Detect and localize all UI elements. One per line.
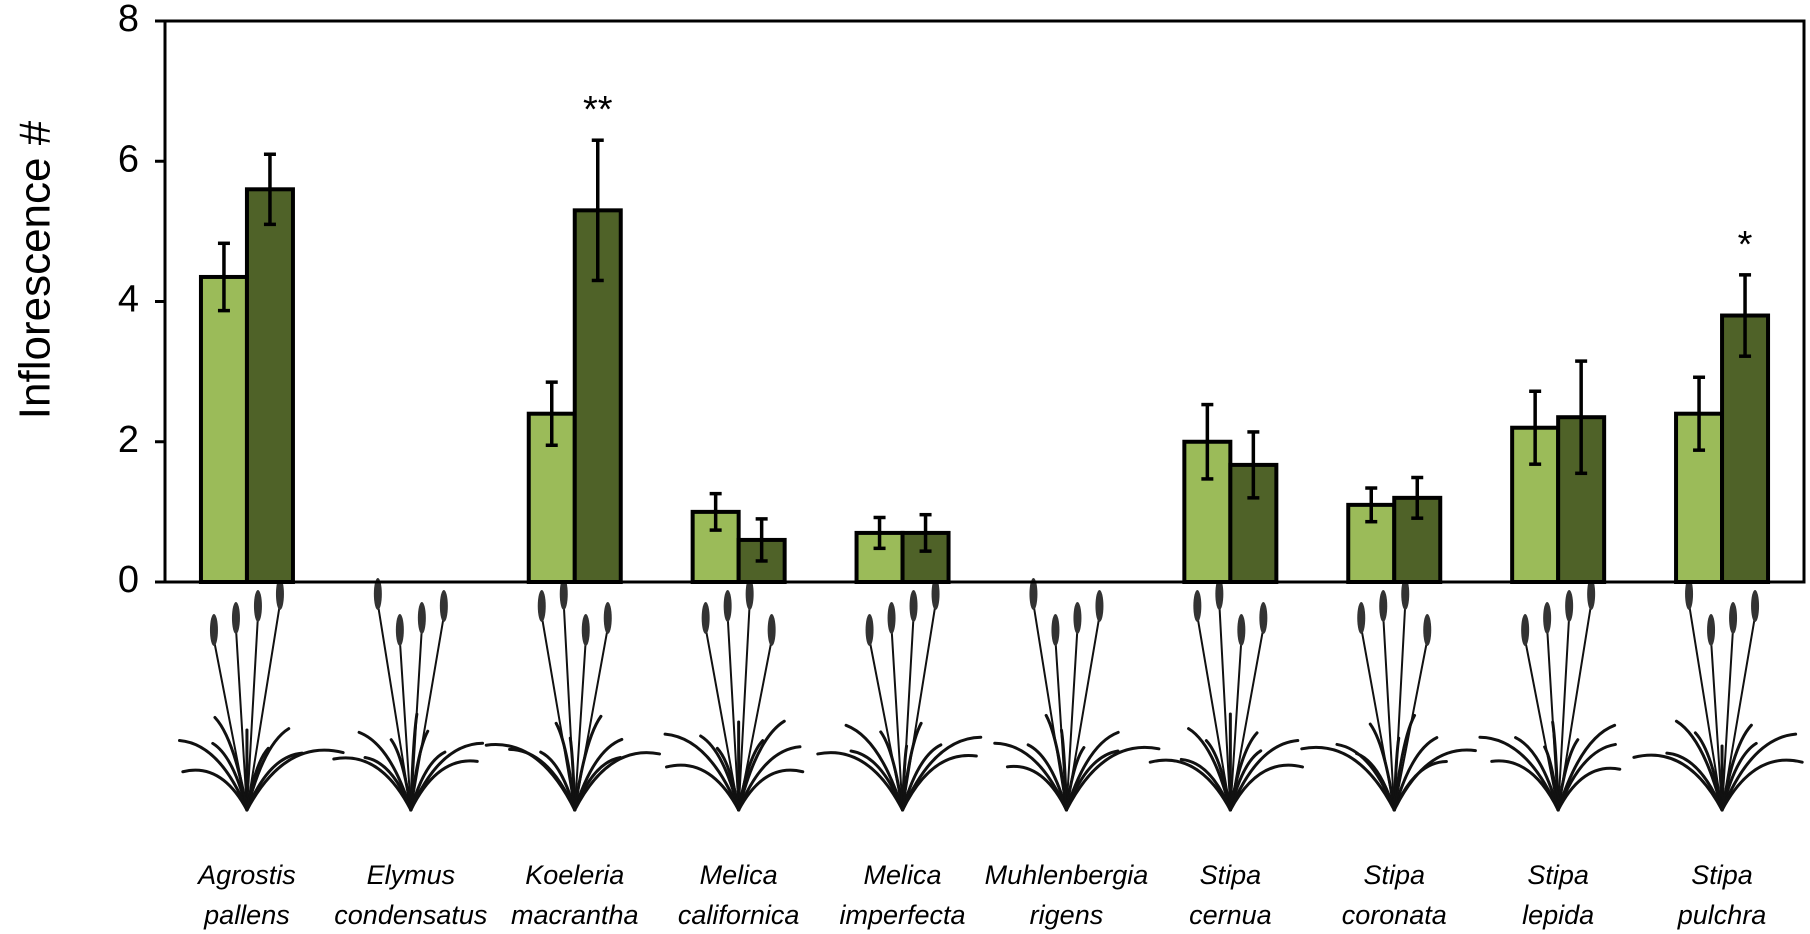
spike (1521, 614, 1529, 646)
spike (582, 614, 590, 646)
spike (604, 602, 612, 634)
spike (866, 614, 874, 646)
leaf (1394, 750, 1475, 810)
spike (1707, 614, 1715, 646)
spike (910, 590, 918, 622)
plant-sketch (486, 578, 659, 810)
leaf (903, 737, 981, 810)
plant-sketch (995, 578, 1159, 810)
spike (1751, 590, 1759, 622)
spike (1051, 614, 1059, 646)
spike (440, 590, 448, 622)
plant-sketch (818, 578, 981, 810)
x-tick-label: Stipacoronata (1342, 860, 1447, 930)
plant-sketch (1480, 578, 1620, 810)
spike (1259, 602, 1267, 634)
y-tick-label: 6 (118, 138, 139, 180)
plant-sketch (334, 578, 483, 810)
plant-sketch (180, 578, 344, 810)
y-tick-label: 8 (118, 0, 139, 40)
y-axis-label: Inflorescence # (11, 120, 60, 419)
spike (724, 590, 732, 622)
spike (396, 614, 404, 646)
y-tick-label: 0 (118, 559, 139, 601)
spike (232, 602, 240, 634)
spike (1095, 590, 1103, 622)
y-tick-label: 2 (118, 419, 139, 461)
spike (888, 602, 896, 634)
spike (1379, 590, 1387, 622)
bar (247, 189, 293, 582)
plant-illustrations (180, 578, 1803, 810)
spike (1729, 602, 1737, 634)
plant-sketch (1302, 578, 1476, 810)
spike (1423, 614, 1431, 646)
spike (1543, 602, 1551, 634)
spike (1073, 602, 1081, 634)
spike (768, 614, 776, 646)
spike (702, 602, 710, 634)
leaf (1492, 761, 1558, 810)
bar (201, 277, 247, 582)
spike (1565, 590, 1573, 622)
spike (254, 590, 262, 622)
significance-marker: ** (583, 89, 613, 131)
chart: Inflorescence # 0 2 4 6 8 Agrostispallens Elym… (0, 0, 1810, 934)
significance-marker: * (1738, 224, 1753, 266)
spike (538, 590, 546, 622)
plant-sketch (1634, 578, 1802, 810)
y-tick-label: 4 (118, 279, 139, 321)
plant-sketch (665, 578, 803, 810)
leaf (1007, 766, 1066, 810)
spike (210, 614, 218, 646)
plant-sketch (1150, 578, 1302, 810)
spike (1193, 590, 1201, 622)
leaf (903, 755, 977, 810)
spike (1237, 614, 1245, 646)
spike (418, 602, 426, 634)
spike (1357, 602, 1365, 634)
